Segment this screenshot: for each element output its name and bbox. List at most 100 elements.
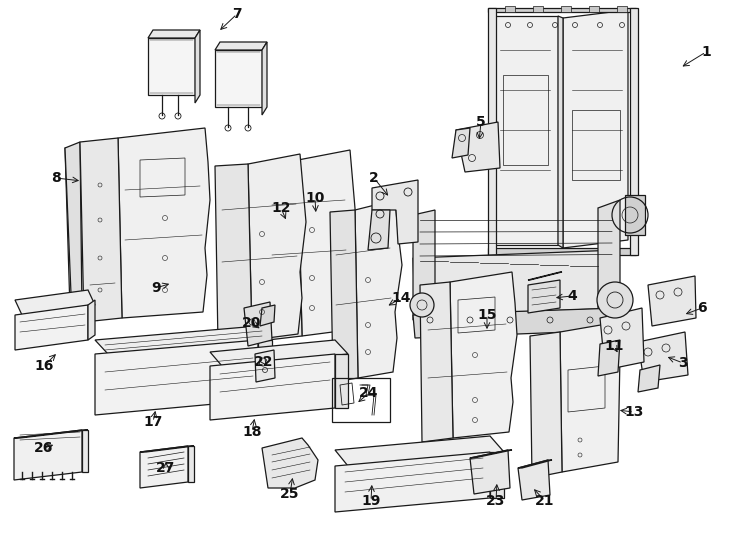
Polygon shape <box>413 308 620 338</box>
Text: 9: 9 <box>151 281 161 295</box>
Text: 13: 13 <box>625 405 644 419</box>
Polygon shape <box>638 332 688 382</box>
Text: 6: 6 <box>697 301 707 315</box>
Polygon shape <box>413 210 435 320</box>
Polygon shape <box>518 460 550 500</box>
Polygon shape <box>335 452 490 512</box>
Polygon shape <box>598 200 620 315</box>
Text: 19: 19 <box>361 494 381 508</box>
Text: 18: 18 <box>242 425 262 439</box>
Text: 1: 1 <box>701 45 711 59</box>
Polygon shape <box>95 326 272 354</box>
Polygon shape <box>95 340 258 415</box>
Text: 24: 24 <box>359 386 379 400</box>
Polygon shape <box>15 290 95 315</box>
Polygon shape <box>258 340 272 400</box>
Polygon shape <box>82 430 88 472</box>
Polygon shape <box>265 160 302 340</box>
Polygon shape <box>589 6 599 12</box>
Text: 20: 20 <box>242 316 262 330</box>
Polygon shape <box>505 6 515 12</box>
Polygon shape <box>215 50 262 107</box>
Text: 14: 14 <box>391 291 411 305</box>
Polygon shape <box>118 128 210 318</box>
Polygon shape <box>140 446 188 488</box>
Polygon shape <box>518 460 552 468</box>
Polygon shape <box>530 332 562 478</box>
Text: 2: 2 <box>369 171 379 185</box>
Polygon shape <box>262 42 267 115</box>
Polygon shape <box>188 446 194 482</box>
Polygon shape <box>210 354 335 420</box>
Polygon shape <box>244 302 272 346</box>
Polygon shape <box>420 282 453 442</box>
Polygon shape <box>470 450 510 494</box>
Polygon shape <box>355 200 402 378</box>
Polygon shape <box>456 122 500 172</box>
Text: 10: 10 <box>305 191 324 205</box>
Polygon shape <box>148 38 195 95</box>
Polygon shape <box>65 140 122 310</box>
Text: 7: 7 <box>232 7 241 21</box>
Text: 27: 27 <box>156 461 175 475</box>
Text: 15: 15 <box>477 308 497 322</box>
Text: 21: 21 <box>535 494 555 508</box>
Polygon shape <box>625 195 645 235</box>
Text: 26: 26 <box>34 441 54 455</box>
Polygon shape <box>140 446 194 452</box>
Polygon shape <box>215 164 252 344</box>
Text: 5: 5 <box>476 115 486 129</box>
Text: 17: 17 <box>143 415 163 429</box>
Text: 11: 11 <box>604 339 624 353</box>
Polygon shape <box>14 430 88 438</box>
Polygon shape <box>490 452 504 498</box>
Polygon shape <box>262 438 318 488</box>
Polygon shape <box>210 340 348 366</box>
Polygon shape <box>248 154 306 340</box>
Text: 22: 22 <box>254 355 274 369</box>
Polygon shape <box>195 30 200 103</box>
Polygon shape <box>260 305 275 326</box>
Polygon shape <box>638 365 660 392</box>
Polygon shape <box>14 430 82 480</box>
Polygon shape <box>600 308 644 370</box>
Polygon shape <box>452 128 470 158</box>
Text: 25: 25 <box>280 487 299 501</box>
Polygon shape <box>413 250 620 316</box>
Text: 4: 4 <box>567 289 577 303</box>
Polygon shape <box>488 8 636 12</box>
Text: 8: 8 <box>51 171 61 185</box>
Circle shape <box>410 293 434 317</box>
Polygon shape <box>80 138 122 322</box>
Polygon shape <box>488 8 496 255</box>
Polygon shape <box>563 10 628 248</box>
Text: 12: 12 <box>272 201 291 215</box>
Polygon shape <box>617 6 627 12</box>
Polygon shape <box>335 436 504 466</box>
Polygon shape <box>255 350 275 382</box>
Polygon shape <box>488 248 636 255</box>
Polygon shape <box>368 210 390 250</box>
Polygon shape <box>65 142 82 318</box>
Polygon shape <box>335 354 348 408</box>
Text: 23: 23 <box>487 494 506 508</box>
Polygon shape <box>533 6 543 12</box>
Polygon shape <box>330 210 358 382</box>
Polygon shape <box>648 276 696 326</box>
Polygon shape <box>630 8 638 255</box>
Polygon shape <box>372 180 418 244</box>
Polygon shape <box>560 322 620 472</box>
Polygon shape <box>148 30 200 38</box>
Polygon shape <box>215 42 267 50</box>
Circle shape <box>597 282 633 318</box>
Polygon shape <box>528 272 562 280</box>
Polygon shape <box>298 150 356 336</box>
Text: 16: 16 <box>34 359 54 373</box>
Polygon shape <box>15 305 88 350</box>
Polygon shape <box>598 340 620 376</box>
Text: 3: 3 <box>678 356 688 370</box>
Polygon shape <box>493 16 558 245</box>
Polygon shape <box>528 280 560 313</box>
Polygon shape <box>561 6 571 12</box>
Polygon shape <box>470 450 512 458</box>
